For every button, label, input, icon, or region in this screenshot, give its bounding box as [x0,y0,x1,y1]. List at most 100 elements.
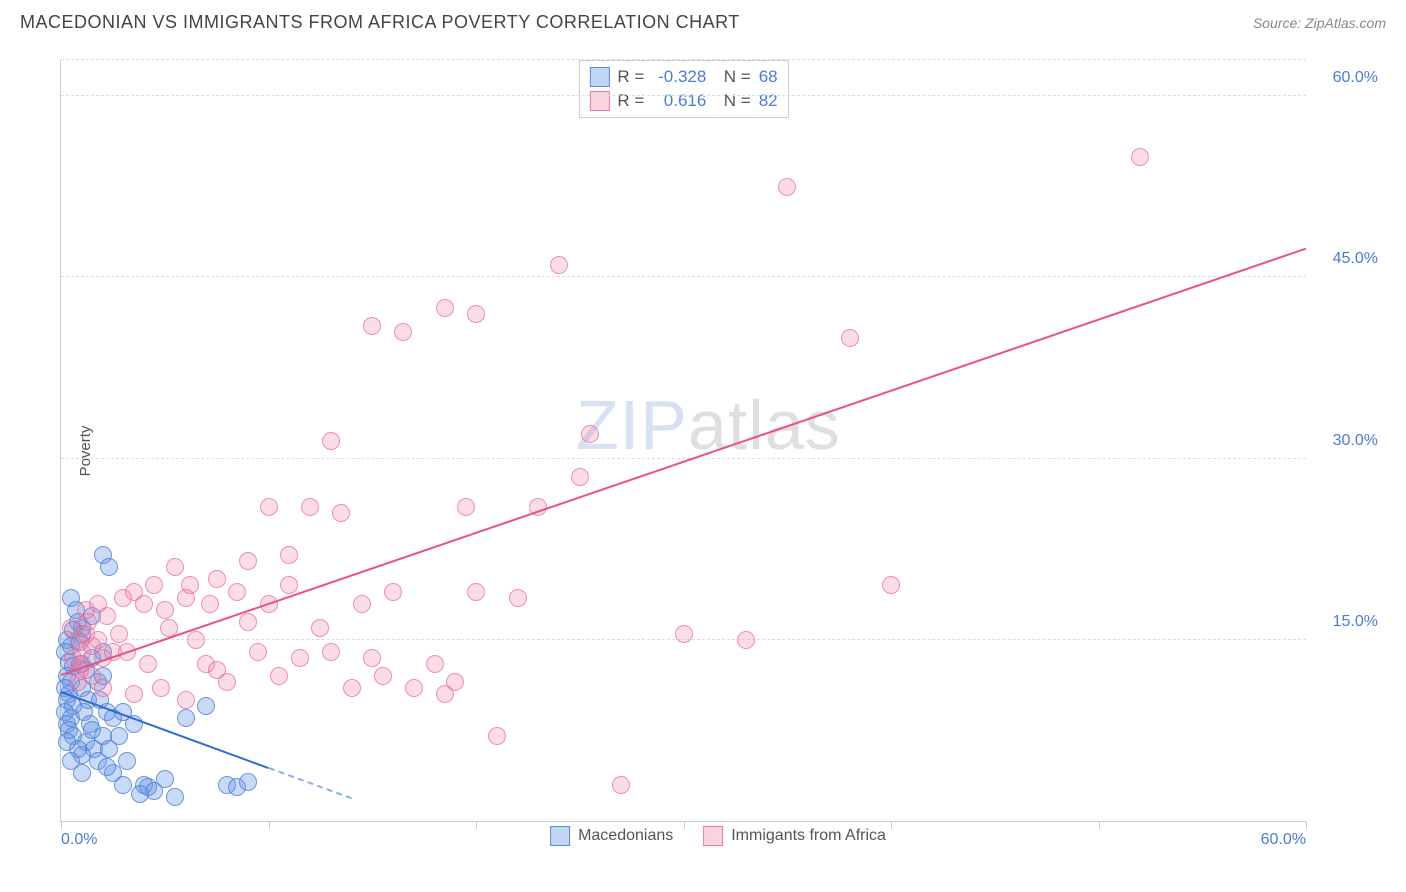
data-point [436,299,454,317]
data-point [311,619,329,637]
data-point [208,661,226,679]
header: MACEDONIAN VS IMMIGRANTS FROM AFRICA POV… [0,0,1406,41]
data-point [131,785,149,803]
swatch-blue-icon [550,826,570,846]
swatch-blue-icon [589,67,609,87]
data-point [89,595,107,613]
legend-item-blue: Macedonians [550,826,673,846]
plot-region: ZIPatlas R = -0.328 N = 68 R = 0.616 N =… [60,60,1306,822]
data-point [100,558,118,576]
data-point [581,425,599,443]
data-point [145,576,163,594]
stats-r-blue: -0.328 [652,67,706,87]
data-point [73,764,91,782]
data-point [426,655,444,673]
data-point [509,589,527,607]
data-point [197,697,215,715]
legend-label-pink: Immigants from Africa [731,827,886,845]
data-point [457,498,475,516]
data-point [125,685,143,703]
x-tick [476,821,477,829]
data-point [201,595,219,613]
data-point [737,631,755,649]
x-tick [891,821,892,829]
data-point [488,727,506,745]
data-point [228,583,246,601]
data-point [394,323,412,341]
data-point [778,178,796,196]
data-point [239,552,257,570]
data-point [187,631,205,649]
stats-row-blue: R = -0.328 N = 68 [589,65,777,89]
data-point [110,727,128,745]
legend-item-pink: Immigants from Africa [703,826,886,846]
data-point [374,667,392,685]
data-point [363,317,381,335]
data-point [166,558,184,576]
x-tick-label: 60.0% [1261,831,1306,849]
stats-n-blue: 68 [759,67,778,87]
gridline [61,458,1306,459]
data-point [322,643,340,661]
data-point [446,673,464,691]
data-point [260,498,278,516]
data-point [98,758,116,776]
data-point [1131,148,1149,166]
data-point [405,679,423,697]
data-point [249,643,267,661]
data-point [612,776,630,794]
data-point [384,583,402,601]
source-attribution: Source: ZipAtlas.com [1253,15,1386,31]
swatch-pink-icon [589,91,609,111]
data-point [291,649,309,667]
gridline [61,276,1306,277]
data-point [882,576,900,594]
data-point [181,576,199,594]
data-point [353,595,371,613]
data-point [467,583,485,601]
trend-line [61,247,1307,675]
data-point [301,498,319,516]
data-point [156,601,174,619]
data-point [94,679,112,697]
gridline [61,59,1306,60]
x-tick [1306,821,1307,829]
data-point [177,709,195,727]
data-point [58,733,76,751]
data-point [332,504,350,522]
data-point [139,655,157,673]
y-tick-label: 15.0% [1333,613,1378,631]
stats-r-pink: 0.616 [652,91,706,111]
stats-n-label: N = [714,67,750,87]
data-point [343,679,361,697]
stats-n-pink: 82 [759,91,778,111]
trend-line [268,767,352,799]
data-point [571,468,589,486]
data-point [280,576,298,594]
data-point [152,679,170,697]
data-point [208,570,226,588]
x-tick-label: 0.0% [61,831,97,849]
stats-legend-box: R = -0.328 N = 68 R = 0.616 N = 82 [578,60,788,118]
data-point [239,613,257,631]
data-point [675,625,693,643]
stats-r-label: R = [617,91,644,111]
data-point [270,667,288,685]
data-point [363,649,381,667]
chart-area: Poverty ZIPatlas R = -0.328 N = 68 R = 0… [50,50,1386,852]
data-point [280,546,298,564]
chart-title: MACEDONIAN VS IMMIGRANTS FROM AFRICA POV… [20,12,740,33]
stats-n-label: N = [714,91,750,111]
legend-label-blue: Macedonians [578,827,673,845]
stats-row-pink: R = 0.616 N = 82 [589,89,777,113]
data-point [177,691,195,709]
data-point [110,625,128,643]
y-tick-label: 45.0% [1333,250,1378,268]
x-tick [1099,821,1100,829]
data-point [550,256,568,274]
x-tick [61,821,62,829]
data-point [135,595,153,613]
data-point [156,770,174,788]
data-point [467,305,485,323]
gridline [61,95,1306,96]
